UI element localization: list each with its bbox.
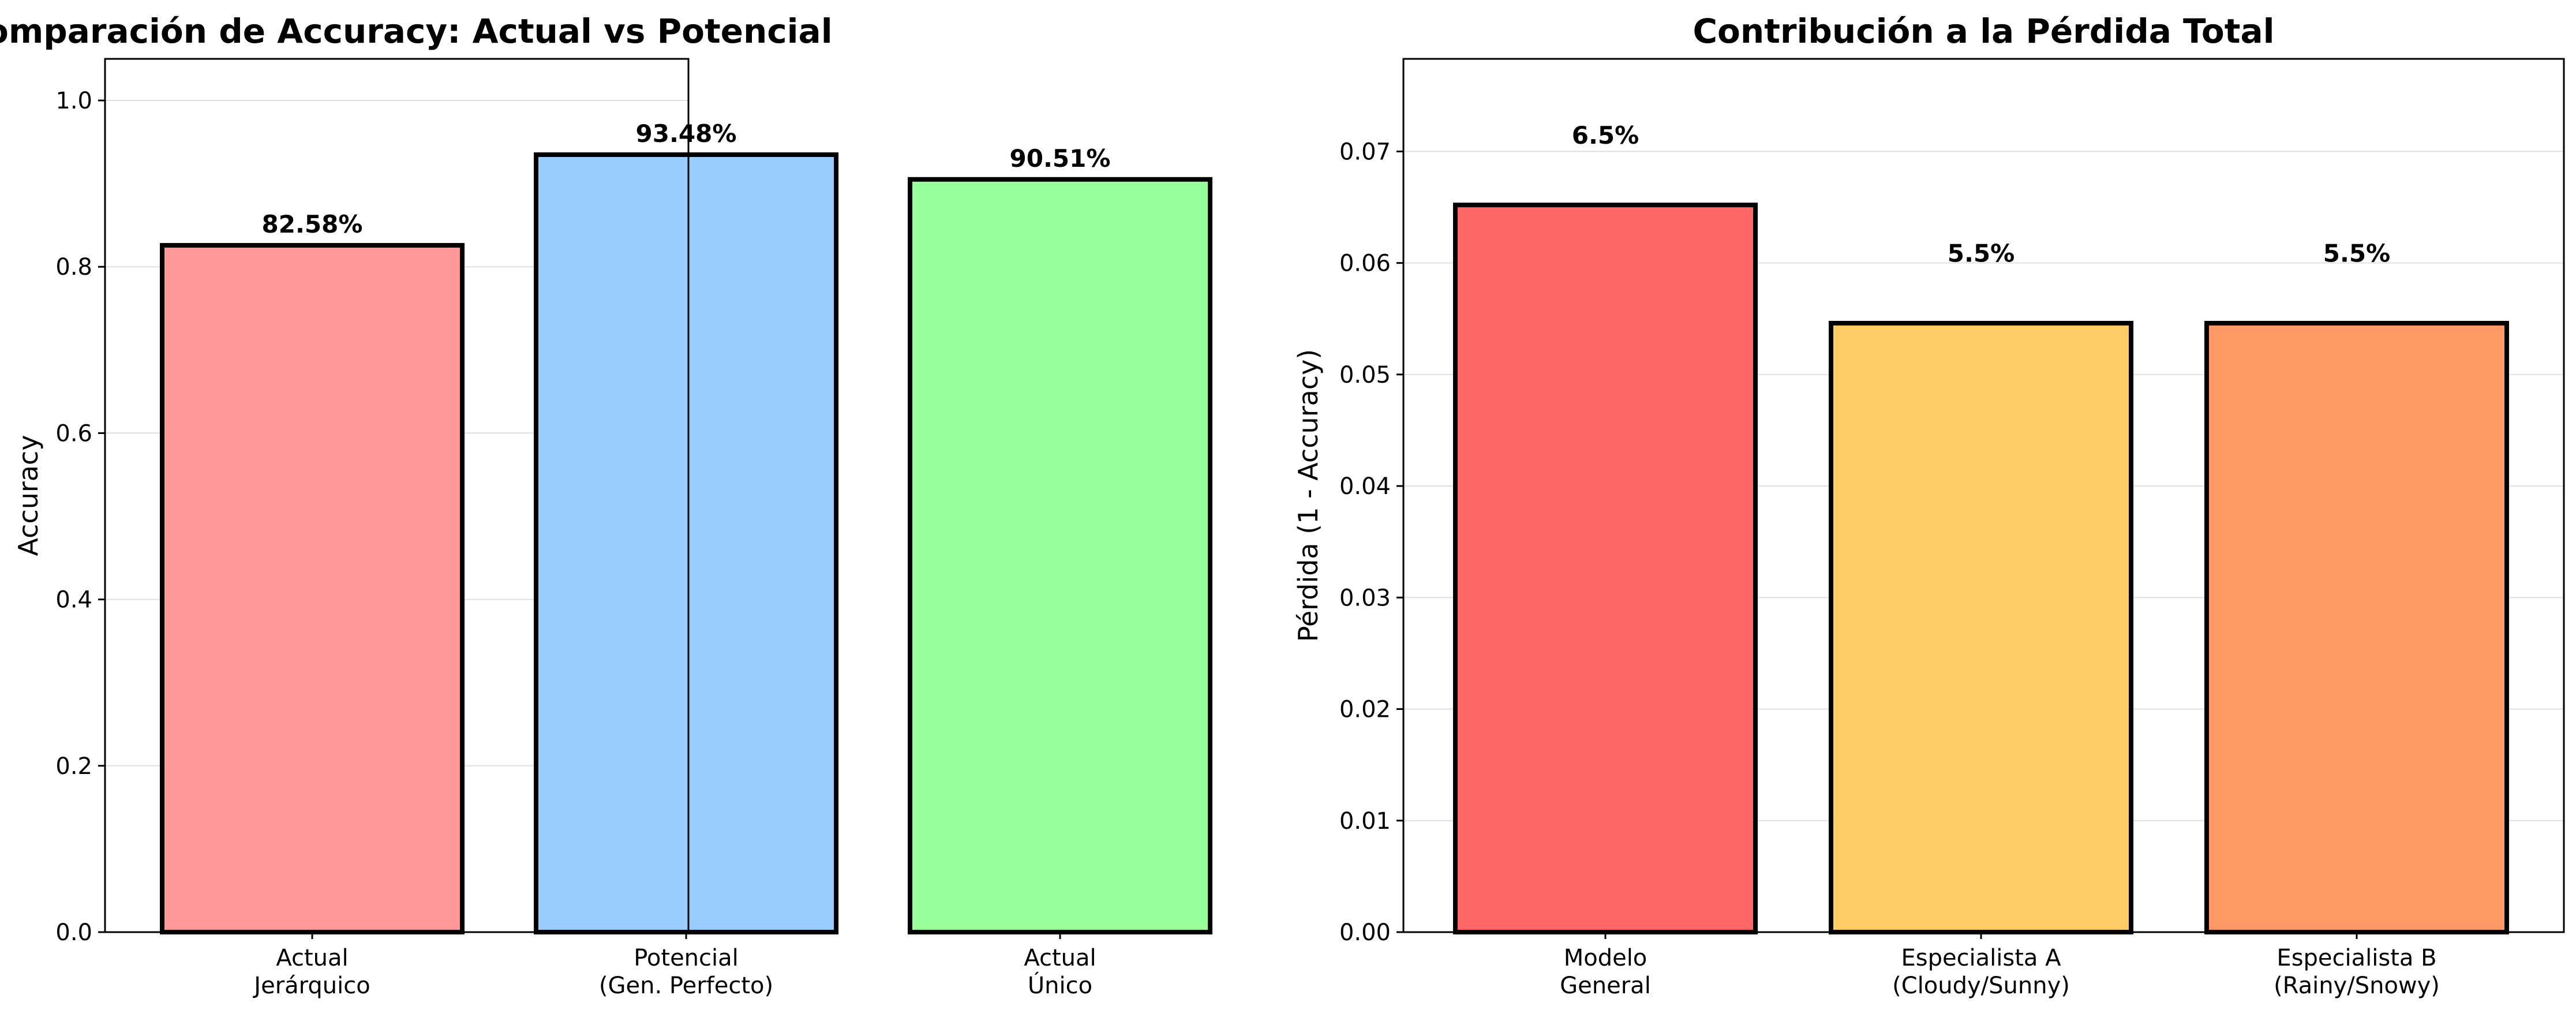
y-tick-label: 0.4 bbox=[55, 587, 92, 614]
y-tick-label: 0.0 bbox=[55, 919, 92, 946]
y-axis-label: Pérdida (1 - Accuracy) bbox=[1293, 349, 1324, 642]
data-label: 5.5% bbox=[2323, 240, 2390, 268]
x-tick-label: Actual Único bbox=[1024, 945, 1096, 999]
bar bbox=[908, 177, 1212, 935]
x-tick-label: Especialista B (Rainy/Snowy) bbox=[2274, 945, 2440, 999]
y-tick-label: 0.01 bbox=[1339, 808, 1391, 835]
data-labels: 6.5% 5.5% 5.5% bbox=[1572, 121, 2390, 268]
bar bbox=[534, 152, 838, 935]
y-tick-label: 1.0 bbox=[55, 88, 92, 114]
accuracy-comparison-chart: 0.0 0.2 0.4 0.6 0.8 1.0 Actual Jerárquico Potenc… bbox=[0, 12, 1212, 999]
plot-frame bbox=[1402, 58, 2565, 933]
y-tick-label: 0.03 bbox=[1339, 585, 1391, 611]
axis-ticks: 0.0 0.2 0.4 0.6 0.8 1.0 Actual Jerárquico Potenc… bbox=[55, 88, 1096, 999]
bar bbox=[1829, 320, 2133, 934]
y-tick-label: 0.04 bbox=[1339, 473, 1391, 500]
y-tick-label: 0.2 bbox=[55, 753, 92, 780]
x-tick-label: Especialista A (Cloudy/Sunny) bbox=[1892, 945, 2070, 999]
loss-contribution-chart: 0.00 0.01 0.02 0.03 0.04 0.05 0.06 0.07 Modelo Ge… bbox=[1293, 12, 2565, 999]
bar bbox=[160, 243, 465, 934]
data-label: 5.5% bbox=[1948, 240, 2015, 268]
y-tick-label: 0.06 bbox=[1339, 250, 1391, 277]
chart-title: Contribución a la Pérdida Total bbox=[1693, 12, 2274, 51]
data-label: 93.48% bbox=[636, 119, 737, 148]
x-tick-label: Modelo General bbox=[1560, 945, 1651, 999]
bar bbox=[2204, 320, 2509, 934]
y-axis-label: Accuracy bbox=[13, 435, 44, 556]
x-tick-label: Actual Jerárquico bbox=[252, 945, 370, 999]
y-tick-label: 0.02 bbox=[1339, 697, 1391, 723]
data-label: 82.58% bbox=[262, 210, 363, 238]
data-label: 90.51% bbox=[1010, 144, 1111, 173]
bars bbox=[160, 152, 1212, 935]
bars bbox=[1453, 203, 2509, 934]
chart-title: Comparación de Accuracy: Actual vs Poten… bbox=[0, 12, 833, 51]
data-labels: 82.58% 93.48% 90.51% bbox=[262, 119, 1111, 238]
y-tick-label: 0.07 bbox=[1339, 139, 1391, 165]
x-tick-label: Potencial (Gen. Perfecto) bbox=[599, 945, 773, 999]
y-tick-label: 0.6 bbox=[55, 420, 92, 447]
data-label: 6.5% bbox=[1572, 121, 1639, 149]
y-tick-label: 0.8 bbox=[55, 254, 92, 281]
plot-frame bbox=[104, 58, 690, 933]
y-tick-label: 0.00 bbox=[1339, 919, 1391, 946]
bar bbox=[1453, 203, 1758, 934]
y-tick-label: 0.05 bbox=[1339, 362, 1391, 388]
axis-ticks: 0.00 0.01 0.02 0.03 0.04 0.05 0.06 0.07 Modelo Ge… bbox=[1339, 139, 2440, 999]
